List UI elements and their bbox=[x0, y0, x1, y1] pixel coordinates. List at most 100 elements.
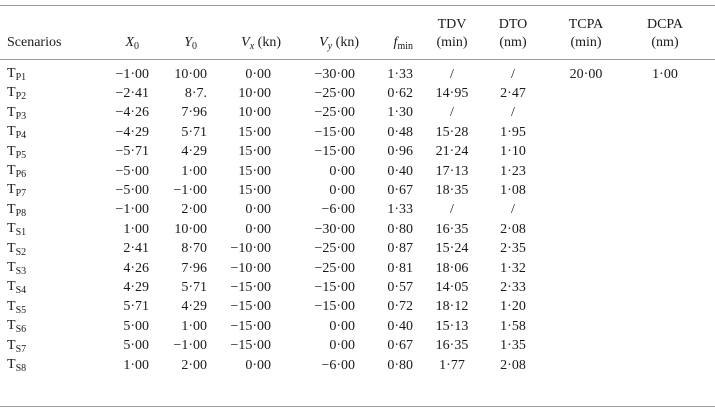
cell-y0: 4·29 bbox=[181, 144, 207, 160]
table-row: TS3 4·26 7·96 −10·00 −25·00 0·81 18·06 1·32 bbox=[0, 259, 715, 278]
cell-x0: 5·00 bbox=[123, 338, 149, 354]
cell-vy: 0·00 bbox=[329, 182, 355, 198]
cell-x0: 1·00 bbox=[123, 221, 149, 237]
cell-vy: −30·00 bbox=[314, 221, 355, 237]
cell-y0: 8·7. bbox=[184, 85, 207, 101]
cell-scenario: TS3 bbox=[7, 260, 27, 278]
cell-tdv: 15·24 bbox=[435, 241, 469, 257]
cell-y0: 10·00 bbox=[174, 221, 207, 237]
cell-dcpa bbox=[629, 201, 715, 220]
table-row: TP1 −1·00 10·00 0·00 −30·00 1·33 / / 20·00 1·00 bbox=[0, 59, 715, 84]
table-row: TS7 5·00 −1·00 −15·00 0·00 0·67 16·35 1·35 bbox=[0, 337, 715, 356]
cell-x0: 2·41 bbox=[123, 241, 149, 257]
cell-x0: 5·00 bbox=[123, 318, 149, 334]
cell-dto: 1·35 bbox=[500, 338, 526, 354]
cell-vy: −15·00 bbox=[314, 299, 355, 315]
cell-tdv: 1·77 bbox=[439, 357, 465, 373]
cell-fmin: 0·62 bbox=[387, 85, 413, 101]
cell-x0: −1·00 bbox=[115, 202, 149, 218]
table-body: TP1 −1·00 10·00 0·00 −30·00 1·33 / / 20·00 1·00 TP… bbox=[0, 59, 715, 376]
header-vy: Vy (kn) bbox=[319, 35, 359, 52]
cell-scenario: TS7 bbox=[7, 337, 27, 355]
cell-tcpa bbox=[539, 104, 629, 123]
cell-scenario: TS2 bbox=[7, 240, 27, 258]
cell-dcpa bbox=[629, 337, 715, 356]
cell-dto: 2·08 bbox=[500, 357, 526, 373]
cell-y0: 1·00 bbox=[181, 163, 207, 179]
cell-dto: 2·08 bbox=[500, 221, 526, 237]
bottom-rule bbox=[0, 406, 715, 407]
cell-dto: 1·58 bbox=[500, 318, 526, 334]
cell-tcpa bbox=[539, 123, 629, 142]
cell-vx: 0·00 bbox=[245, 66, 271, 82]
cell-tdv: 18·06 bbox=[435, 260, 469, 276]
cell-scenario: TP1 bbox=[7, 66, 27, 83]
cell-vy: −15·00 bbox=[314, 279, 355, 295]
cell-vy: −30·00 bbox=[314, 66, 355, 82]
cell-dto: 2·35 bbox=[500, 241, 526, 257]
cell-dcpa bbox=[629, 356, 715, 375]
cell-tdv: 15·13 bbox=[435, 318, 469, 334]
cell-fmin: 1·33 bbox=[387, 202, 413, 218]
cell-y0: 2·00 bbox=[181, 357, 207, 373]
cell-y0: 5·71 bbox=[181, 279, 207, 295]
table-row: TS4 4·29 5·71 −15·00 −15·00 0·57 14·05 2·33 bbox=[0, 278, 715, 297]
header-tdv: TDV (min) bbox=[436, 17, 468, 50]
table-row: TS5 5·71 4·29 −15·00 −15·00 0·72 18·12 1·20 bbox=[0, 298, 715, 317]
cell-x0: −1·00 bbox=[115, 66, 149, 82]
cell-vx: 10·00 bbox=[238, 85, 271, 101]
cell-scenario: TP5 bbox=[7, 143, 27, 161]
table-row: TP4 −4·29 5·71 15·00 −15·00 0·48 15·28 1·95 bbox=[0, 123, 715, 142]
cell-vx: −15·00 bbox=[230, 318, 271, 334]
cell-tcpa bbox=[539, 259, 629, 278]
cell-tdv: 16·35 bbox=[435, 338, 469, 354]
cell-dcpa bbox=[629, 220, 715, 239]
header-y0: Y0 bbox=[184, 35, 197, 52]
cell-scenario: TS1 bbox=[7, 221, 27, 239]
cell-x0: −5·71 bbox=[115, 144, 149, 160]
cell-dto: 1·08 bbox=[500, 182, 526, 198]
cell-fmin: 0·72 bbox=[387, 299, 413, 315]
table-row: TS6 5·00 1·00 −15·00 0·00 0·40 15·13 1·58 bbox=[0, 317, 715, 336]
cell-dcpa bbox=[629, 278, 715, 297]
table-row: TP8 −1·00 2·00 0·00 −6·00 1·33 / / bbox=[0, 201, 715, 220]
table-row: TS2 2·41 8·70 −10·00 −25·00 0·87 15·24 2·35 bbox=[0, 240, 715, 259]
cell-vx: −10·00 bbox=[230, 241, 271, 257]
cell-tcpa bbox=[539, 220, 629, 239]
cell-x0: 4·29 bbox=[123, 279, 149, 295]
cell-tdv: 15·28 bbox=[435, 124, 469, 140]
cell-vx: 15·00 bbox=[238, 124, 271, 140]
cell-x0: 5·71 bbox=[123, 299, 149, 315]
cell-x0: −5·00 bbox=[115, 163, 149, 179]
cell-tdv: 14·05 bbox=[435, 279, 469, 295]
table-row: TS8 1·00 2·00 0·00 −6·00 0·80 1·77 2·08 bbox=[0, 356, 715, 375]
cell-dto: / bbox=[511, 66, 515, 82]
cell-y0: 2·00 bbox=[181, 202, 207, 218]
table-row: TP5 −5·71 4·29 15·00 −15·00 0·96 21·24 1·10 bbox=[0, 143, 715, 162]
cell-vy: −25·00 bbox=[314, 260, 355, 276]
cell-fmin: 0·96 bbox=[387, 144, 413, 160]
cell-dcpa bbox=[629, 162, 715, 181]
cell-dto: 1·20 bbox=[500, 299, 526, 315]
cell-scenario: TS6 bbox=[7, 318, 27, 336]
cell-fmin: 0·67 bbox=[387, 182, 413, 198]
cell-scenario: TP6 bbox=[7, 163, 27, 181]
cell-vy: −6·00 bbox=[321, 357, 355, 373]
cell-tdv: / bbox=[450, 66, 454, 82]
cell-tdv: 16·35 bbox=[435, 221, 469, 237]
cell-vy: 0·00 bbox=[329, 163, 355, 179]
cell-scenario: TS5 bbox=[7, 298, 27, 316]
table-row: TS1 1·00 10·00 0·00 −30·00 0·80 16·35 2·08 bbox=[0, 220, 715, 239]
header-x0: X0 bbox=[125, 35, 139, 52]
cell-dto: 1·95 bbox=[500, 124, 526, 140]
cell-tcpa: 20·00 bbox=[569, 66, 603, 82]
cell-scenario: TP4 bbox=[7, 124, 27, 142]
cell-y0: 7·96 bbox=[181, 260, 207, 276]
cell-fmin: 0·48 bbox=[387, 124, 413, 140]
cell-x0: −4·26 bbox=[115, 105, 149, 121]
cell-tcpa bbox=[539, 240, 629, 259]
cell-y0: −1·00 bbox=[173, 338, 207, 354]
cell-y0: 5·71 bbox=[181, 124, 207, 140]
header-row: Scenarios X0 Y0 Vx (kn) Vy (kn) fmin TDV… bbox=[0, 6, 715, 59]
cell-x0: −4·29 bbox=[115, 124, 149, 140]
